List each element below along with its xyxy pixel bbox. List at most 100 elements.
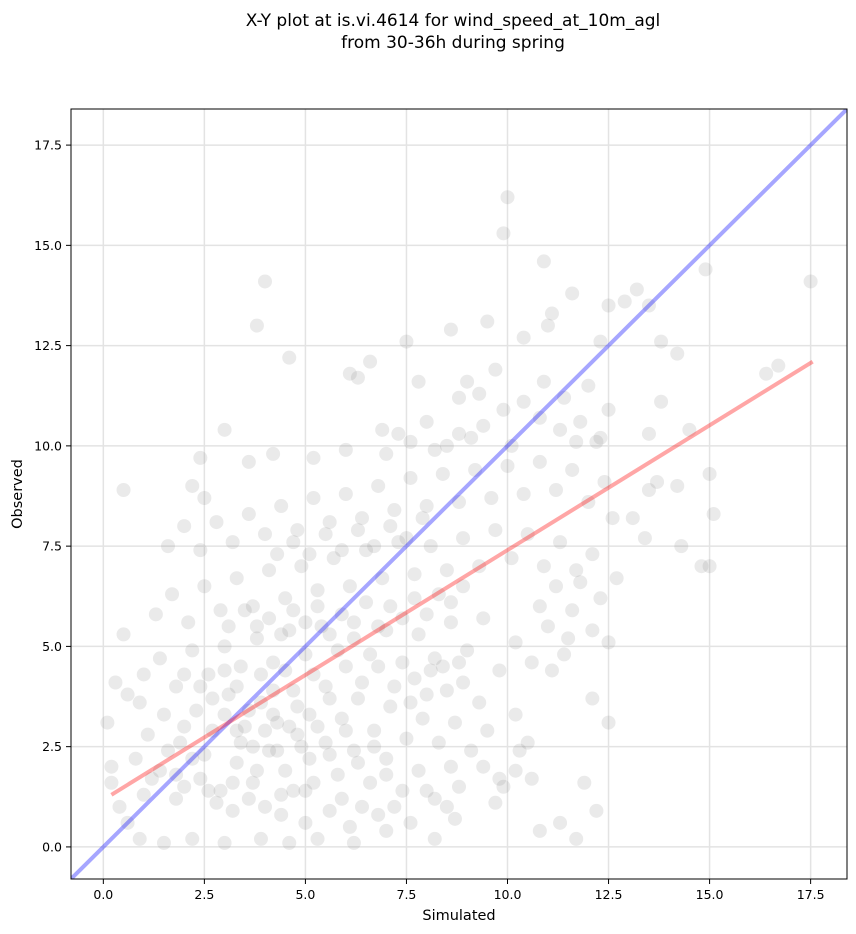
scatter-point <box>654 334 669 349</box>
scatter-point <box>274 787 289 802</box>
scatter-point <box>338 659 353 674</box>
scatter-point <box>682 422 697 437</box>
scatter-point <box>152 763 167 778</box>
scatter-point <box>367 539 382 554</box>
scatter-point <box>258 274 272 289</box>
scatter-point <box>363 775 378 790</box>
scatter-point <box>379 623 394 638</box>
scatter-point <box>330 643 345 658</box>
scatter-point <box>492 663 507 678</box>
scatter-point <box>152 651 167 666</box>
scatter-point <box>383 519 398 534</box>
scatter-point <box>617 294 632 309</box>
scatter-point <box>516 330 531 345</box>
y-tick-label: 17.5 <box>34 138 62 153</box>
x-axis-ticks: 0.0 2.5 5.0 7.5 10.0 12.5 15.0 17.5 <box>93 879 825 902</box>
scatter-point <box>407 591 422 606</box>
scatter-point <box>593 591 608 606</box>
scatter-point <box>452 426 466 441</box>
scatter-point <box>217 707 232 722</box>
scatter-point <box>278 663 293 678</box>
scatter-point <box>500 458 515 473</box>
scatter-point <box>270 743 285 758</box>
scatter-point <box>637 531 652 546</box>
scatter-point <box>322 627 337 642</box>
scatter-point <box>185 831 200 846</box>
scatter-point <box>464 430 479 445</box>
scatter-point <box>225 535 240 550</box>
scatter-point <box>544 306 559 321</box>
scatter-point <box>229 571 244 586</box>
scatter-point <box>443 595 458 610</box>
scatter-point <box>350 755 365 770</box>
scatter-point <box>549 482 563 497</box>
scatter-point <box>536 254 551 269</box>
scatter-point <box>532 599 547 614</box>
scatter-point <box>371 619 386 634</box>
scatter-point <box>508 707 523 722</box>
scatter-point <box>411 763 426 778</box>
scatter-point <box>456 579 471 594</box>
scatter-point <box>379 446 394 461</box>
scatter-point <box>399 334 414 349</box>
scatter-point <box>136 787 151 802</box>
scatter-point <box>456 675 471 690</box>
scatter-point <box>245 775 260 790</box>
scatter-point <box>181 615 196 630</box>
scatter-point <box>395 655 410 670</box>
scatter-point <box>379 751 394 766</box>
scatter-point <box>419 414 434 429</box>
scatter-point <box>472 559 487 574</box>
scatter-point <box>217 639 232 654</box>
scatter-point <box>565 286 580 301</box>
scatter-point <box>508 635 523 650</box>
scatter-point <box>282 719 297 734</box>
scatter-point <box>262 611 277 626</box>
scatter-point <box>625 511 640 526</box>
scatter-point <box>480 314 495 329</box>
scatter-point <box>318 735 333 750</box>
scatter-point <box>298 647 313 662</box>
scatter-point <box>249 318 264 333</box>
scatter-point <box>609 571 624 586</box>
scatter-point <box>100 715 115 730</box>
scatter-point <box>573 575 588 590</box>
scatter-point <box>229 723 244 738</box>
scatter-point <box>435 659 450 674</box>
scatter-point <box>128 751 143 766</box>
scatter-point <box>403 470 418 485</box>
scatter-point <box>427 651 442 666</box>
scatter-point <box>298 815 313 830</box>
scatter-point <box>532 410 547 425</box>
reference-lines <box>71 109 847 879</box>
scatter-point <box>201 783 216 798</box>
scatter-point <box>213 783 228 798</box>
scatter-point <box>346 631 361 646</box>
chart-title-line2: from 30-36h during spring <box>341 33 565 53</box>
scatter-point <box>334 543 349 558</box>
scatter-point <box>225 803 240 818</box>
scatter-point <box>367 723 382 738</box>
scatter-point <box>306 775 321 790</box>
scatter-point <box>253 667 268 682</box>
scatter-point <box>383 699 398 714</box>
scatter-point <box>427 791 442 806</box>
scatter-point <box>641 298 656 313</box>
scatter-point <box>504 551 519 566</box>
scatter-point <box>439 683 454 698</box>
scatter-point <box>500 190 515 205</box>
scatter-point <box>286 535 301 550</box>
scatter-point <box>326 551 341 566</box>
x-tick-label: 5.0 <box>295 887 315 902</box>
y-tick-label: 15.0 <box>34 238 62 253</box>
scatter-point <box>460 374 475 389</box>
scatter-point <box>322 691 337 706</box>
x-tick-label: 10.0 <box>494 887 522 902</box>
scatter-point <box>488 523 503 538</box>
scatter-point <box>670 478 685 493</box>
scatter-point <box>193 543 208 558</box>
scatter-point <box>593 430 608 445</box>
scatter-point <box>253 695 268 710</box>
scatter-point <box>290 699 305 714</box>
scatter-point <box>156 707 171 722</box>
